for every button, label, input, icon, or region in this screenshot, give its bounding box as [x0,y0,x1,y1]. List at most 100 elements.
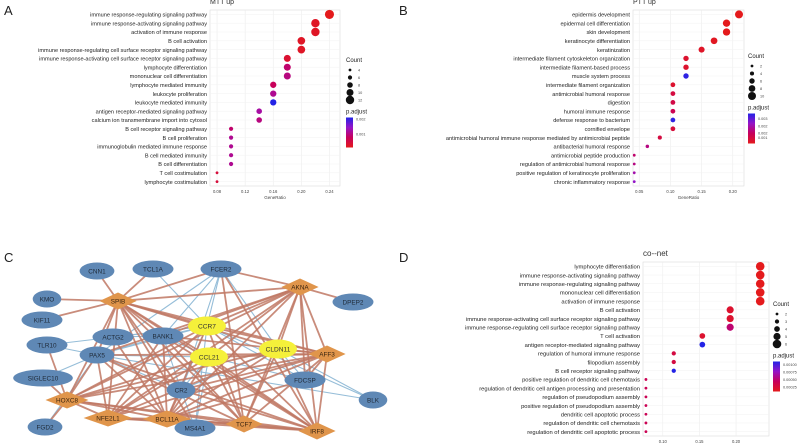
y-category-label: digestion [608,101,630,107]
node-label: AKNA [291,284,309,291]
y-category-label: dendritic cell apoptotic process [561,412,640,418]
legend-count-label: 4 [358,69,360,73]
legend-count-label: 12 [358,99,362,103]
edge-brown [162,335,168,420]
node-label: BCL11A [155,416,179,423]
edge-brown [162,335,318,432]
y-category-label: regulation of dendritic cell antigen pro… [479,386,640,392]
node-label: BANK1 [153,333,174,340]
node-label: NFE2L1 [96,415,120,422]
data-point [644,386,648,390]
node-ellipse [174,419,216,437]
x-tick-label: 0.20 [729,189,738,194]
y-category-label: leukocyte mediated immunity [135,101,207,107]
node-ellipse [79,346,115,364]
node-label: CNN1 [88,268,106,275]
network-node-irf8: IRF8 [298,422,336,440]
y-category-label: regulation of dendritic cell chemotaxis [543,421,640,427]
plot-title: co--net [643,249,669,258]
y-category-label: immune response-regulating cell surface … [38,48,207,54]
y-category-label: keratinization [597,48,630,54]
edge-brown [206,325,328,355]
y-category-label: B cell receptor signaling pathway [125,127,207,133]
data-point [270,99,277,106]
x-tick-label: 0.10 [666,189,675,194]
node-label: HOXC8 [56,397,78,404]
y-category-label: immune response-activating cell surface … [39,57,207,63]
y-category-label: filopodium assembly [587,360,640,366]
edge-brown [162,335,328,355]
network-node-actg2: ACTG2 [92,328,134,346]
y-category-label: lymphocyte mediated immunity [130,83,207,89]
network-node-spib: SPIB [99,292,137,310]
y-category-label: activation of immune response [561,299,640,305]
node-ellipse [21,311,63,329]
plot-area [209,9,341,187]
legend-count-dot [774,326,780,332]
panel-letter-a: A [4,3,13,18]
edge-brown [117,268,222,302]
edge-brown [66,356,210,401]
y-category-label: B cell activation [600,308,640,314]
x-tick-label: 0.16 [269,189,278,194]
node-ellipse [79,262,115,280]
legend-count-dot [750,64,754,68]
legend-count-dot [348,68,352,72]
edge-brown [96,300,119,356]
legend-count-title: Count [773,302,789,308]
node-diamond [45,391,89,409]
legend-color-title: p.adjust [346,110,367,116]
node-ellipse [142,327,184,345]
y-category-label: skin development [586,30,630,36]
node-label: FCER2 [211,266,232,273]
y-category-label: antigen receptor-mediated signaling path… [525,343,640,349]
y-category-label: regulation of humoral immune response [538,352,640,358]
y-category-label: positive regulation of keratinocyte prol… [516,171,630,177]
data-point [632,180,636,184]
y-category-label: immune response-activating cell surface … [466,317,640,323]
node-label: ACTG2 [102,334,124,341]
network-node-bank1: BANK1 [142,327,184,345]
legend-color-label: 0.00100 [783,363,797,367]
node-label: DPEP2 [343,299,364,306]
legend-count-label: 10 [358,91,362,95]
y-category-label: T cell activation [600,334,640,340]
x-tick-label: 0.12 [241,189,250,194]
edge-brown [96,354,109,419]
edge-brown [162,335,245,425]
x-axis-label: GeneRatio [678,195,700,200]
node-label: SPIB [111,298,126,305]
y-category-label: B cell differentiation [158,162,207,168]
data-point [726,323,734,331]
y-category-label: regulation of pseudopodium assembly [542,395,640,401]
legend-count-label: 2 [785,313,787,317]
y-category-label: immune response-regulating signaling pat… [90,13,207,19]
y-category-label: mononuclear cell differentiation [130,74,207,80]
node-diamond [225,415,263,433]
data-point [644,395,648,399]
data-point [683,73,689,79]
legend-count-dot [347,75,353,80]
data-point [755,270,765,280]
node-hub [190,347,228,367]
node-hub [259,339,297,359]
y-category-label: lymphocyte differentiation [144,65,207,71]
legend-count-label: 8 [358,84,360,88]
plot-title: MTT up [210,0,234,6]
node-label: CLDN11 [266,346,291,353]
legend-count-dot [775,312,779,316]
x-tick-label: 0.15 [698,189,707,194]
node-label: KMO [40,296,55,303]
node-ellipse [27,418,63,436]
data-point [311,27,320,37]
y-category-label: regulation of dendritic cell apoptotic p… [527,430,640,436]
y-category-label: B cell mediated immunity [145,153,207,159]
network-node-dpep2: DPEP2 [332,293,374,311]
legend-count-label: 6 [760,80,762,84]
data-point [670,100,676,105]
node-label: SIGLEC10 [28,375,59,382]
legend-count-dot [749,78,755,84]
y-category-label: positive regulation of pseudopodium asse… [521,404,640,410]
y-category-label: cornified envelope [585,127,630,133]
